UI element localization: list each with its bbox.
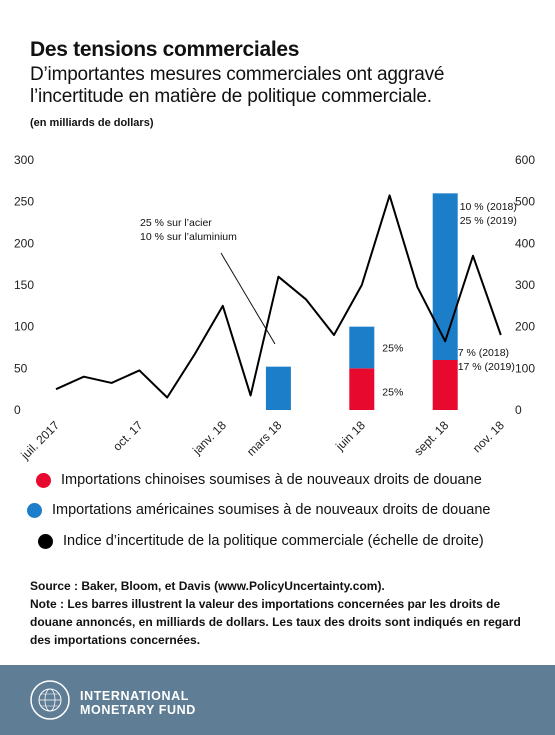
bar-chinese-imports <box>349 368 375 410</box>
right-axis-tick-label: 600 <box>515 153 535 167</box>
annotation-steel-aluminium: 25 % sur l’acier 10 % sur l’aluminium <box>140 217 237 243</box>
footer-bar: INTERNATIONAL MONETARY FUND <box>0 665 555 735</box>
annotation-line: 17 % (2019) <box>458 361 515 373</box>
legend-label: Indice d’incertitude de la politique com… <box>63 533 484 549</box>
bar-us-imports <box>432 193 458 360</box>
chart-notes: Source : Baker, Bloom, et Davis (www.Pol… <box>30 577 535 649</box>
legend-item-us-imports: Importations américaines soumises à de n… <box>27 502 490 518</box>
right-axis-tick-label: 200 <box>515 320 535 334</box>
x-axis-tick-label: oct. 17 <box>110 418 146 454</box>
left-axis-tick-label: 0 <box>14 403 21 417</box>
left-axis-tick-label: 50 <box>14 361 28 375</box>
annotation-line: 25 % (2019) <box>460 215 517 227</box>
x-axis-tick-label: mars 18 <box>244 418 285 459</box>
x-axis-tick-label: janv. 18 <box>189 418 229 458</box>
legend-swatch-blue <box>27 502 42 518</box>
chart-title: Des tensions commerciales <box>30 38 300 61</box>
chart-subtitle: D’importantes mesures commerciales ont a… <box>30 64 445 107</box>
annotation-leader-line <box>220 252 276 345</box>
right-axis-tick-label: 100 <box>515 361 535 375</box>
footnote: Note : Les barres illustrent la valeur d… <box>30 597 521 647</box>
legend-label: Importations américaines soumises à de n… <box>52 502 491 518</box>
source-note: Source : Baker, Bloom, et Davis (www.Pol… <box>30 579 385 593</box>
right-axis-tick-label: 500 <box>515 195 535 209</box>
bar-chinese-imports <box>432 360 458 410</box>
annotation-line: 10 % (2018) <box>460 201 517 213</box>
left-axis-tick-label: 300 <box>14 153 34 167</box>
right-axis-tick-label: 300 <box>515 278 535 292</box>
left-axis-tick-label: 100 <box>14 320 34 334</box>
annotation-line: 7 % (2018) <box>458 347 509 359</box>
annotation-sept-us: 10 % (2018) 25 % (2019) <box>460 201 517 227</box>
org-line-1: INTERNATIONAL <box>80 689 189 703</box>
left-axis-tick-label: 150 <box>14 278 34 292</box>
legend-item-chinese-imports: Importations chinoises soumises à de nou… <box>36 472 482 488</box>
x-axis-tick-label: nov. 18 <box>470 418 507 455</box>
annotation-line: 25% <box>382 387 403 399</box>
bar-us-imports <box>265 366 291 410</box>
imf-seal-icon <box>30 680 70 720</box>
left-axis-tick-label: 200 <box>14 236 34 250</box>
annotation-line: 25 % sur l’acier <box>140 217 212 229</box>
legend-swatch-black <box>38 533 53 549</box>
bar-us-imports <box>349 326 375 369</box>
right-axis-tick-label: 400 <box>515 236 535 250</box>
legend-item-uncertainty-index: Indice d’incertitude de la politique com… <box>38 533 484 549</box>
unit-label: (en milliards de dollars) <box>30 117 154 129</box>
x-axis-tick-label: juin 18 <box>332 418 368 454</box>
annotation-sept-china: 7 % (2018) 17 % (2019) <box>458 347 515 373</box>
legend-swatch-red <box>36 472 51 488</box>
left-axis-tick-label: 250 <box>14 195 34 209</box>
x-axis-tick-label: juil. 2017 <box>18 418 63 463</box>
uncertainty-index-line <box>55 194 502 399</box>
annotation-june-us: 25% <box>382 343 403 355</box>
annotation-line: 10 % sur l’aluminium <box>140 231 237 243</box>
x-axis-tick-label: sept. 18 <box>411 418 451 458</box>
annotation-june-china: 25% <box>382 387 403 399</box>
imf-wordmark: INTERNATIONAL MONETARY FUND <box>80 689 196 717</box>
chart-area: 0 50 100 150 200 250 300 0 100 200 300 400 500 600 jui… <box>14 153 535 463</box>
org-line-2: MONETARY FUND <box>80 703 196 717</box>
right-axis-tick-label: 0 <box>515 403 522 417</box>
annotation-line: 25% <box>382 343 403 355</box>
legend-label: Importations chinoises soumises à de nou… <box>61 472 482 488</box>
